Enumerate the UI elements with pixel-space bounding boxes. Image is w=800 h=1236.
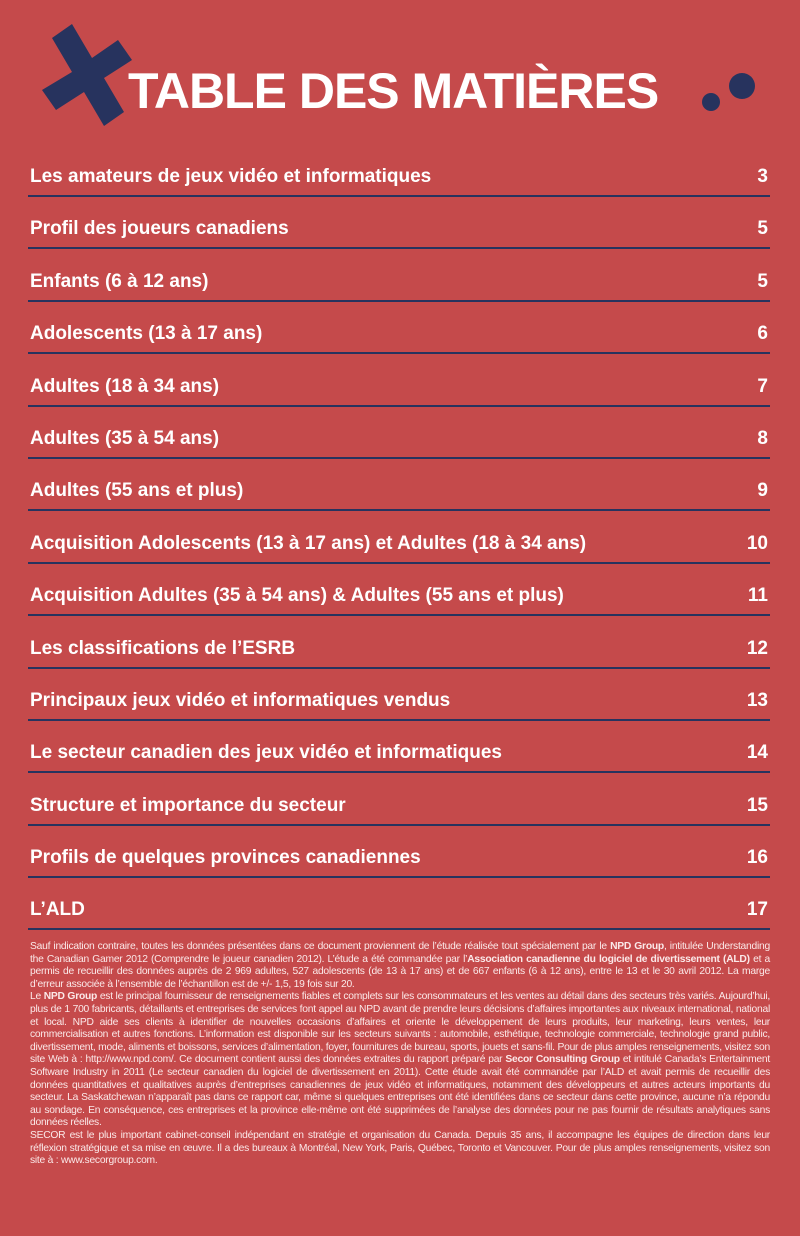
toc-entry: Adolescents (13 à 17 ans) 6: [28, 317, 770, 369]
text: est le principal fournisseur de renseign…: [30, 991, 770, 1066]
paragraph: Le NPD Group est le principal fournisseu…: [30, 991, 770, 1130]
paragraph: SECOR est le plus important cabinet-cons…: [30, 1130, 770, 1168]
text: et intitulé Canada’s Entertainment Softw…: [30, 1054, 770, 1129]
toc-page: 12: [746, 637, 768, 659]
toc-entry: Adultes (18 à 34 ans) 7: [28, 370, 770, 422]
toc-entry: Acquisition Adolescents (13 à 17 ans) et…: [28, 527, 770, 579]
toc-page: 11: [747, 585, 768, 607]
text: Le: [30, 991, 44, 1003]
divider: [28, 561, 770, 564]
divider: [28, 718, 770, 721]
toc-page: 10: [746, 532, 768, 554]
bold-text: NPD Group: [43, 991, 98, 1003]
divider: [28, 771, 770, 774]
toc-page: 5: [757, 270, 768, 292]
divider: [28, 666, 770, 669]
toc-label: Principaux jeux vidéo et informatiques v…: [30, 689, 451, 711]
toc-page: 8: [757, 427, 768, 449]
divider: [28, 876, 770, 879]
bold-text: Secor Consulting Group: [505, 1054, 620, 1066]
toc-label: Profil des joueurs canadiens: [30, 218, 289, 240]
divider: [28, 352, 770, 355]
text: et a permis de recueillir des données au…: [30, 953, 770, 990]
toc-page: 9: [757, 480, 768, 502]
text: SECOR est le plus important cabinet-cons…: [30, 1129, 770, 1167]
paragraph: Sauf indication contraire, toutes les do…: [30, 941, 770, 991]
toc-entry: Le secteur canadien des jeux vidéo et in…: [28, 736, 770, 788]
divider: [28, 299, 770, 302]
toc-entry: Principaux jeux vidéo et informatiques v…: [28, 684, 770, 736]
toc-label: Les classifications de l’ESRB: [30, 637, 296, 659]
toc-label: Adultes (55 ans et plus): [30, 480, 244, 502]
divider: [28, 404, 770, 407]
toc-page: 15: [746, 794, 768, 816]
text: Sauf indication contraire, toutes les do…: [30, 941, 611, 952]
toc-label: Adultes (18 à 34 ans): [30, 375, 220, 397]
table-of-contents: Les amateurs de jeux vidéo et informatiq…: [28, 160, 770, 946]
toc-entry: Adultes (55 ans et plus) 9: [28, 474, 770, 526]
text: , intitulée Understanding the Canadian G…: [30, 941, 770, 965]
toc-entry: Adultes (35 à 54 ans) 8: [28, 422, 770, 474]
toc-page: 14: [746, 742, 768, 764]
toc-entry: Structure et importance du secteur 15: [28, 789, 770, 841]
toc-label: Acquisition Adolescents (13 à 17 ans) et…: [30, 532, 587, 554]
toc-entry: Les classifications de l’ESRB 12: [28, 632, 770, 684]
toc-label: Adolescents (13 à 17 ans): [30, 323, 263, 345]
toc-page: 6: [757, 323, 768, 345]
toc-page: 3: [757, 166, 768, 187]
toc-entry: Les amateurs de jeux vidéo et informatiq…: [28, 160, 770, 212]
toc-label: Acquisition Adultes (35 à 54 ans) & Adul…: [30, 585, 564, 607]
toc-entry: L’ALD 17: [28, 893, 770, 945]
toc-page: 7: [757, 375, 768, 397]
divider: [28, 823, 770, 826]
divider: [28, 456, 770, 459]
toc-label: Adultes (35 à 54 ans): [30, 427, 220, 449]
divider: [28, 247, 770, 250]
bold-text: NPD Group: [610, 941, 664, 952]
toc-label: Structure et importance du secteur: [30, 794, 346, 816]
toc-entry: Profils de quelques provinces canadienne…: [28, 841, 770, 893]
toc-label: Le secteur canadien des jeux vidéo et in…: [30, 742, 502, 764]
logo: [42, 24, 755, 126]
bold-text: Association canadienne du logiciel de di…: [467, 953, 750, 965]
dot: [702, 93, 720, 111]
toc-page: 17: [746, 899, 768, 921]
divider: [28, 614, 770, 617]
toc-entry: Profil des joueurs canadiens 5: [28, 212, 770, 264]
divider: [28, 928, 770, 931]
toc-label: Les amateurs de jeux vidéo et informatiq…: [30, 166, 432, 187]
toc-page: 5: [757, 218, 768, 240]
toc-entry: Enfants (6 à 12 ans) 5: [28, 265, 770, 317]
toc-label: L’ALD: [30, 899, 85, 921]
footnote: Sauf indication contraire, toutes les do…: [30, 941, 770, 1168]
toc-page: 13: [746, 689, 768, 711]
divider: [28, 509, 770, 512]
cross-icon: [42, 24, 132, 126]
toc-label: Enfants (6 à 12 ans): [30, 270, 209, 292]
toc-entry: Acquisition Adultes (35 à 54 ans) & Adul…: [28, 579, 770, 631]
toc-page: 16: [746, 847, 768, 869]
divider: [28, 195, 770, 197]
dot: [729, 73, 755, 99]
page-title: TABLE DES MATIÈRES: [128, 63, 659, 119]
toc-label: Profils de quelques provinces canadienne…: [30, 847, 421, 869]
